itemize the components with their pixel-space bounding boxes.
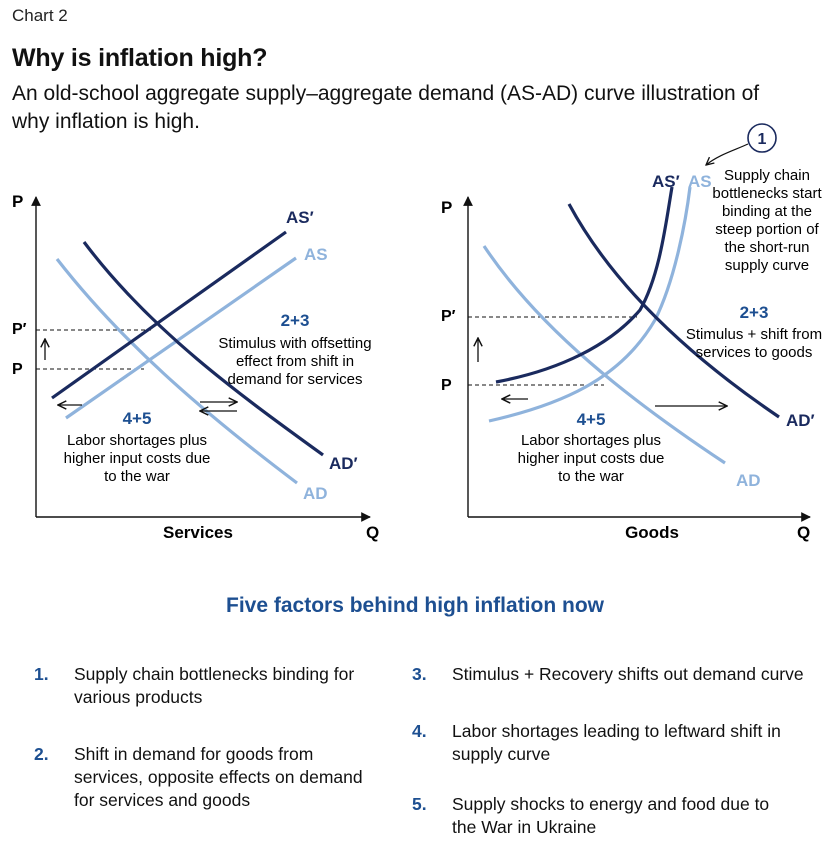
left-demand-factor-num: 2+3 [281, 311, 310, 330]
page-title: Why is inflation high? [12, 44, 268, 72]
as-ad-diagram: P Q Services P′ P AS′ AS AD′ AD 2+3 Stim… [12, 123, 822, 542]
right-demand-factor-num: 2+3 [740, 303, 769, 322]
left-demand-note-2: effect from shift in [236, 353, 354, 370]
right-as-curve [488, 186, 692, 423]
factor-number: 4. [412, 721, 427, 741]
right-y-axis-label: P [441, 198, 452, 217]
right-demand-note-2: services to goods [696, 344, 813, 361]
right-ad-prime-curve [567, 203, 780, 419]
right-as-label: AS [688, 172, 712, 191]
page-subtitle: An old-school aggregate supply–aggregate… [12, 82, 760, 133]
right-panel: P Q Goods P′ P AS′ AS AD′ AD 1 Supply ch… [441, 123, 822, 542]
factor-text: Stimulus + Recovery shifts out demand cu… [452, 664, 804, 684]
callout-line-4: steep portion of [715, 221, 819, 238]
callout-line-6: supply curve [725, 257, 809, 274]
factor-number: 3. [412, 664, 427, 684]
left-panel: P Q Services P′ P AS′ AS AD′ AD 2+3 Stim… [12, 192, 379, 542]
left-supply-note-1: Labor shortages plus [67, 432, 207, 449]
right-ad-prime-label: AD′ [786, 411, 815, 430]
right-category-label: Goods [625, 523, 679, 542]
factor-number: 2. [34, 744, 49, 764]
left-as-prime-curve [51, 230, 287, 400]
right-p-prime-label: P′ [441, 308, 456, 325]
right-as-prime-label: AS′ [652, 172, 680, 191]
left-as-prime-label: AS′ [286, 208, 314, 227]
left-demand-note-1: Stimulus with offsetting [218, 335, 371, 352]
right-p-label: P [441, 377, 452, 394]
factors-title: Five factors behind high inflation now [226, 594, 604, 617]
right-supply-note-3: to the war [558, 468, 624, 485]
factor-number: 5. [412, 794, 427, 814]
factor-text: Supply shocks to energy and food due to … [452, 794, 770, 837]
left-p-label: P [12, 361, 23, 378]
callout-pointer-arrow [706, 143, 749, 165]
right-as-prime-curve [495, 186, 674, 384]
left-supply-note-3: to the war [104, 468, 170, 485]
left-supply-factor-num: 4+5 [123, 409, 152, 428]
left-y-axis-label: P [12, 192, 23, 211]
left-ad-prime-curve [82, 241, 324, 457]
right-ad-label: AD [736, 471, 761, 490]
left-ad-curve [55, 258, 298, 485]
callout-number-circle [747, 123, 777, 153]
factor-text: Supply chain bottlenecks binding for var… [74, 664, 355, 707]
factor-text: Labor shortages leading to leftward shif… [452, 721, 781, 764]
chart-number: Chart 2 [12, 6, 68, 25]
right-supply-note-2: higher input costs due [518, 450, 665, 467]
left-supply-note-2: higher input costs due [64, 450, 211, 467]
right-demand-note-1: Stimulus + shift from [686, 326, 822, 343]
callout-number: 1 [758, 131, 767, 148]
left-as-label: AS [304, 245, 328, 264]
left-ad-label: AD [303, 484, 328, 503]
left-as-curve [65, 256, 297, 420]
left-category-label: Services [163, 523, 233, 542]
right-x-axis-label: Q [797, 523, 810, 542]
factor-text: Shift in demand for goods from services,… [74, 744, 363, 810]
factor-number: 1. [34, 664, 49, 684]
left-ad-prime-label: AD′ [329, 454, 358, 473]
right-supply-note-1: Labor shortages plus [521, 432, 661, 449]
left-p-prime-label: P′ [12, 321, 27, 338]
callout-line-3: binding at the [722, 203, 812, 220]
right-ad-curve [482, 245, 726, 465]
left-demand-note-3: demand for services [227, 371, 362, 388]
callout-line-1: Supply chain [724, 167, 810, 184]
left-x-axis-label: Q [366, 523, 379, 542]
right-supply-factor-num: 4+5 [577, 410, 606, 429]
callout-line-2: bottlenecks start [712, 185, 822, 202]
callout-line-5: the short-run [724, 239, 809, 256]
